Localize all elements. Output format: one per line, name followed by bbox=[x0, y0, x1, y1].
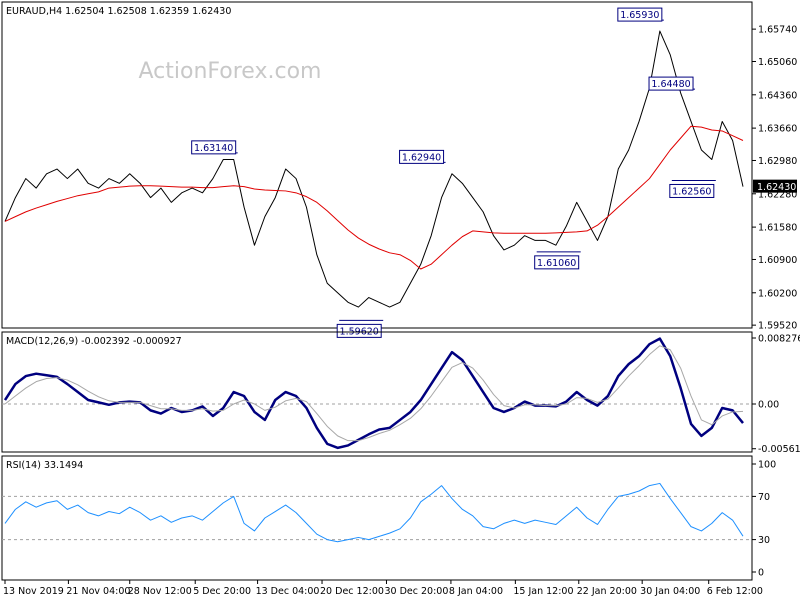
y-tick-label: -0.00561 bbox=[758, 444, 800, 455]
series-line bbox=[3, 337, 744, 450]
y-tick-label: 0.00 bbox=[758, 399, 779, 410]
annotation-box bbox=[669, 183, 715, 198]
y-tick-label: 1.61580 bbox=[758, 223, 797, 234]
annotation-label: 1.62940 bbox=[402, 152, 441, 163]
x-tick-label: 22 Jan 20:00 bbox=[577, 586, 637, 597]
y-tick-label: 0.008276 bbox=[758, 333, 800, 344]
annotation-box bbox=[648, 76, 694, 91]
annotation-label: 1.62560 bbox=[672, 186, 711, 197]
x-tick-label: 13 Nov 2019 bbox=[3, 586, 64, 597]
y-tick-label: 1.60200 bbox=[758, 288, 797, 299]
annotation-box bbox=[336, 323, 382, 338]
y-tick-label: 1.64360 bbox=[758, 90, 797, 101]
x-tick-label: 20 Dec 12:00 bbox=[320, 586, 384, 597]
x-tick-label: 8 Jan 04:00 bbox=[449, 586, 503, 597]
annotation-label: 1.63140 bbox=[194, 143, 233, 154]
series-line bbox=[4, 345, 744, 442]
y-tick-label: 70 bbox=[758, 492, 770, 503]
panel-title: EURAUD,H4 1.62504 1.62508 1.62359 1.6243… bbox=[6, 6, 231, 17]
last-price-label: 1.62430 bbox=[757, 182, 796, 193]
x-tick-label: 21 Nov 04:00 bbox=[66, 586, 130, 597]
last-price-box bbox=[753, 179, 797, 193]
x-tick-label: 6 Feb 12:00 bbox=[707, 586, 763, 597]
panel-title: RSI(14) 33.1494 bbox=[6, 460, 83, 471]
x-tick-label: 15 Jan 12:00 bbox=[513, 586, 573, 597]
annotation-label: 1.61060 bbox=[537, 258, 576, 269]
y-tick-label: 1.65060 bbox=[758, 57, 797, 68]
x-tick-label: 30 Jan 04:00 bbox=[640, 586, 700, 597]
x-tick-label: 28 Nov 12:00 bbox=[128, 586, 192, 597]
y-tick-label: 30 bbox=[758, 535, 770, 546]
annotation-label: 1.64480 bbox=[651, 79, 690, 90]
series-line bbox=[4, 30, 744, 308]
x-tick-label: 5 Dec 20:00 bbox=[193, 586, 251, 597]
panel-frame bbox=[1, 331, 753, 453]
x-tick-label: 30 Dec 20:00 bbox=[384, 586, 448, 597]
y-tick-label: 1.65740 bbox=[758, 25, 797, 36]
panel-title: MACD(12,26,9) -0.002392 -0.000927 bbox=[6, 336, 182, 347]
y-tick-label: 1.62980 bbox=[758, 156, 797, 167]
y-tick-label: 1.59520 bbox=[758, 321, 797, 332]
annotation-label: 1.65930 bbox=[620, 10, 659, 21]
y-tick-label: 1.62280 bbox=[758, 189, 797, 200]
panel-frame bbox=[1, 455, 753, 581]
y-tick-label: 100 bbox=[758, 459, 776, 470]
series-line bbox=[4, 125, 744, 270]
annotation-box bbox=[399, 149, 445, 164]
annotation-box bbox=[534, 255, 580, 270]
y-tick-label: 0 bbox=[758, 568, 764, 579]
annotation-box bbox=[191, 140, 237, 155]
watermark: ActionForex.com bbox=[139, 59, 322, 84]
annotation-box bbox=[617, 7, 663, 22]
y-tick-label: 1.63660 bbox=[758, 124, 797, 135]
series-line bbox=[4, 482, 744, 543]
x-tick-label: 13 Dec 04:00 bbox=[256, 586, 320, 597]
y-tick-label: 1.60900 bbox=[758, 255, 797, 266]
